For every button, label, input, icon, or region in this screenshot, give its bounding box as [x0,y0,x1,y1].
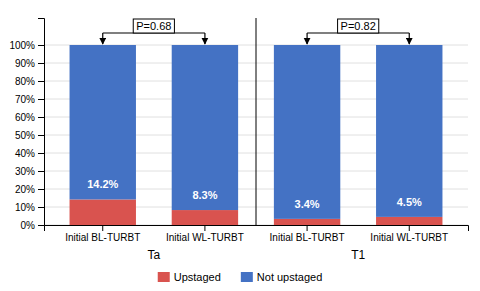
tick-label: 50% [15,130,35,141]
bar-segment [70,45,136,199]
group-separator [256,18,257,225]
data-label: 8.3% [192,189,217,201]
bar-segment [172,210,238,225]
tick-label: 30% [15,166,35,177]
legend-swatch [158,272,170,282]
legend-item: Upstaged [158,271,221,283]
bar-segment [376,45,442,217]
tick-mark [38,225,44,226]
tick: 30% [15,166,44,177]
tick-mark [38,81,44,82]
tick-mark [38,153,44,154]
p-value: P=0.68 [136,20,171,32]
group-label: T1 [351,248,365,262]
tick: 50% [15,130,44,141]
bracket-arrow [306,33,307,44]
bar-segment [376,217,442,225]
p-value-box [338,19,379,33]
tick-label: 40% [15,148,35,159]
tick-mark [38,207,44,208]
axis-domain [45,226,469,232]
tick: 90% [15,58,44,69]
plot: 0% 10% 20% 30% 40% 50% 60% 70% 80% 90% 100% Initial… [9,18,468,262]
tick-label: 90% [15,58,35,69]
x-axis: Initial BL-TURBT Initial WL-TURBT Initial … [45,225,469,243]
tick: 0% [21,220,44,231]
legend-label: Upstaged [174,271,221,283]
legend: Upstaged Not upstaged [158,271,323,283]
tick: 40% [15,148,44,159]
tick-label: Initial WL-TURBT [370,232,448,243]
bar-segment [70,199,136,225]
tick-mark [38,99,44,100]
tick: Initial BL-TURBT [270,225,345,243]
bar-segment [274,219,340,225]
tick-mark [307,225,308,231]
p-value-box [133,19,174,33]
axis-domain [38,19,45,226]
tick-label: Initial BL-TURBT [270,232,345,243]
tick: Initial WL-TURBT [166,225,244,243]
tick-mark [38,171,44,172]
tick-label: 10% [15,202,35,213]
data-label: 14.2% [87,178,118,190]
tick-label: 20% [15,184,35,195]
tick-label: Initial BL-TURBT [65,232,140,243]
legend-item: Not upstaged [241,271,322,283]
tick-label: 60% [15,112,35,123]
legend-label: Not upstaged [257,271,322,283]
group-label: Ta [147,248,160,262]
bar-segment [172,45,238,210]
p-value: P=0.82 [341,20,376,32]
data-labels: 14.2% 8.3% 3.4% 4.5% [87,178,422,209]
tick-mark [38,63,44,64]
tick-label: 100% [9,40,35,51]
bracket-arrow [102,33,103,44]
tick: 60% [15,112,44,123]
tick-label: 0% [21,220,36,231]
data-label: 3.4% [295,198,320,210]
tick-mark [102,225,103,231]
tick-mark [38,189,44,190]
y-axis: 0% 10% 20% 30% 40% 50% 60% 70% 80% 90% 100% [9,19,44,231]
tick-mark [204,225,205,231]
tick-mark [409,225,410,231]
tick: 100% [9,40,44,51]
bracket-arrow [409,33,410,44]
annotations: Ta P=0.68 T1 P=0.82 [103,19,410,262]
tick: Initial WL-TURBT [370,225,448,243]
data-label: 4.5% [397,196,422,208]
tick-mark [38,135,44,136]
bar-segment [274,45,340,219]
tick-label: Initial WL-TURBT [166,232,244,243]
tick: 10% [15,202,44,213]
tick: 70% [15,94,44,105]
tick-mark [38,45,44,46]
legend-swatch [241,272,253,282]
chart: 0% 10% 20% 30% 40% 50% 60% 70% 80% 90% 100% Initial… [0,0,480,291]
tick-label: 80% [15,76,35,87]
bracket-arrow [204,33,205,44]
tick: 20% [15,184,44,195]
tick-mark [38,117,44,118]
tick-label: 70% [15,94,35,105]
tick: 80% [15,76,44,87]
tick: Initial BL-TURBT [65,225,140,243]
